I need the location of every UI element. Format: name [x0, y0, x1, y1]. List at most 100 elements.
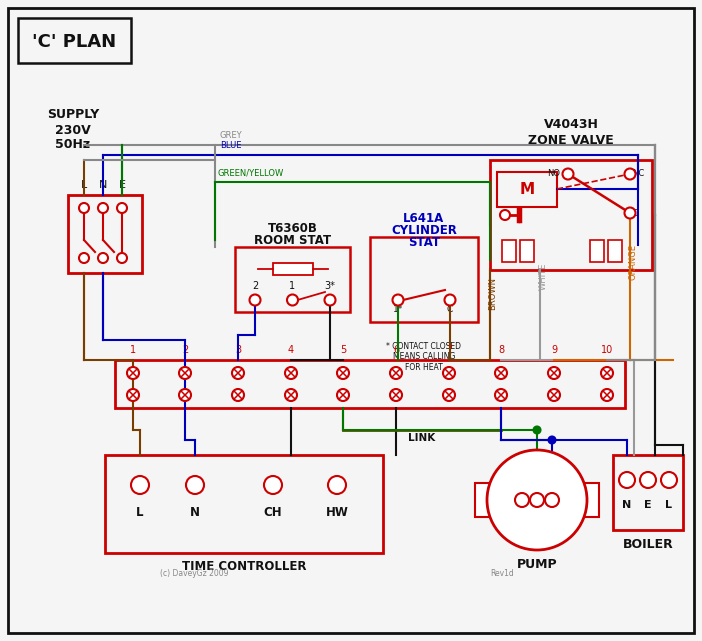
Circle shape: [390, 367, 402, 379]
Bar: [490, 160, 652, 270]
Text: 1: 1: [289, 281, 296, 291]
Circle shape: [625, 208, 635, 219]
Text: M: M: [519, 181, 534, 197]
Text: ROOM STAT: ROOM STAT: [254, 235, 331, 247]
Text: CYLINDER: CYLINDER: [391, 224, 457, 238]
Text: ZONE VALVE: ZONE VALVE: [528, 133, 614, 147]
Text: * CONTACT CLOSED
MEANS CALLING
FOR HEAT: * CONTACT CLOSED MEANS CALLING FOR HEAT: [387, 342, 461, 372]
Circle shape: [79, 203, 89, 213]
Text: 1*: 1*: [393, 306, 403, 315]
Text: L: L: [665, 500, 673, 510]
Text: LINK: LINK: [409, 433, 436, 443]
Text: 'C' PLAN: 'C' PLAN: [32, 33, 116, 51]
Circle shape: [619, 472, 635, 488]
Circle shape: [500, 210, 510, 220]
Text: Rev1d: Rev1d: [490, 569, 514, 578]
Circle shape: [601, 389, 613, 401]
Circle shape: [548, 389, 560, 401]
Text: L: L: [81, 180, 87, 190]
Text: N: N: [99, 180, 107, 190]
Text: TIME CONTROLLER: TIME CONTROLLER: [182, 560, 306, 574]
Text: SUPPLY
230V
50Hz: SUPPLY 230V 50Hz: [47, 108, 99, 151]
Circle shape: [127, 367, 139, 379]
Circle shape: [232, 367, 244, 379]
Circle shape: [392, 294, 404, 306]
Bar: [475, 483, 499, 517]
Bar: [520, 240, 534, 262]
Bar: [613, 455, 683, 530]
Bar: [68, 195, 142, 273]
Text: BOILER: BOILER: [623, 538, 673, 551]
Text: 9: 9: [551, 345, 557, 355]
Circle shape: [337, 367, 349, 379]
Text: 2: 2: [182, 345, 188, 355]
Text: T6360B: T6360B: [267, 222, 317, 235]
Circle shape: [285, 367, 297, 379]
Circle shape: [443, 367, 455, 379]
Bar: [105, 455, 383, 553]
Circle shape: [186, 476, 204, 494]
Circle shape: [324, 294, 336, 306]
Circle shape: [625, 169, 635, 179]
Circle shape: [562, 169, 574, 179]
Bar: [590, 240, 604, 262]
Circle shape: [640, 472, 656, 488]
Bar: [235, 247, 350, 312]
Text: L641A: L641A: [404, 213, 444, 226]
Circle shape: [117, 253, 127, 263]
Text: L: L: [549, 510, 555, 520]
Text: (c) DaveyGz 2009: (c) DaveyGz 2009: [160, 569, 228, 578]
Circle shape: [249, 294, 260, 306]
Bar: [608, 240, 622, 262]
Text: BROWN: BROWN: [489, 277, 498, 310]
Bar: [502, 240, 516, 262]
Bar: [370, 237, 478, 322]
Text: HW: HW: [326, 506, 348, 519]
Bar: [115, 360, 625, 408]
Text: 7: 7: [446, 345, 452, 355]
Text: 4: 4: [288, 345, 294, 355]
Text: C: C: [632, 208, 638, 217]
Circle shape: [98, 253, 108, 263]
Text: 1: 1: [130, 345, 136, 355]
Text: BLUE: BLUE: [220, 141, 241, 150]
Text: GREY: GREY: [220, 131, 243, 140]
Text: L: L: [136, 506, 144, 519]
Text: E: E: [534, 510, 540, 520]
Circle shape: [337, 389, 349, 401]
Circle shape: [390, 389, 402, 401]
Circle shape: [232, 389, 244, 401]
Text: NC: NC: [632, 169, 644, 178]
Bar: [272, 263, 312, 275]
Text: STAT: STAT: [408, 237, 440, 249]
Text: 6: 6: [393, 345, 399, 355]
Text: N: N: [190, 506, 200, 519]
Circle shape: [287, 294, 298, 306]
Circle shape: [179, 389, 191, 401]
Circle shape: [534, 426, 541, 433]
Text: GREEN/YELLOW: GREEN/YELLOW: [218, 168, 284, 177]
Circle shape: [79, 253, 89, 263]
Circle shape: [495, 389, 507, 401]
Text: N: N: [623, 500, 632, 510]
Circle shape: [515, 493, 529, 507]
Circle shape: [601, 367, 613, 379]
Circle shape: [487, 450, 587, 550]
Text: 2: 2: [252, 281, 258, 291]
Circle shape: [495, 367, 507, 379]
Circle shape: [127, 389, 139, 401]
Circle shape: [117, 203, 127, 213]
Text: CH: CH: [264, 506, 282, 519]
Text: C: C: [447, 306, 453, 315]
Circle shape: [328, 476, 346, 494]
Circle shape: [264, 476, 282, 494]
Bar: [575, 483, 599, 517]
Circle shape: [179, 367, 191, 379]
Text: 3: 3: [235, 345, 241, 355]
Text: ORANGE: ORANGE: [628, 244, 637, 280]
Circle shape: [530, 493, 544, 507]
Text: 3*: 3*: [324, 281, 336, 291]
Circle shape: [661, 472, 677, 488]
Text: 10: 10: [601, 345, 613, 355]
Bar: [18, 18, 131, 63]
